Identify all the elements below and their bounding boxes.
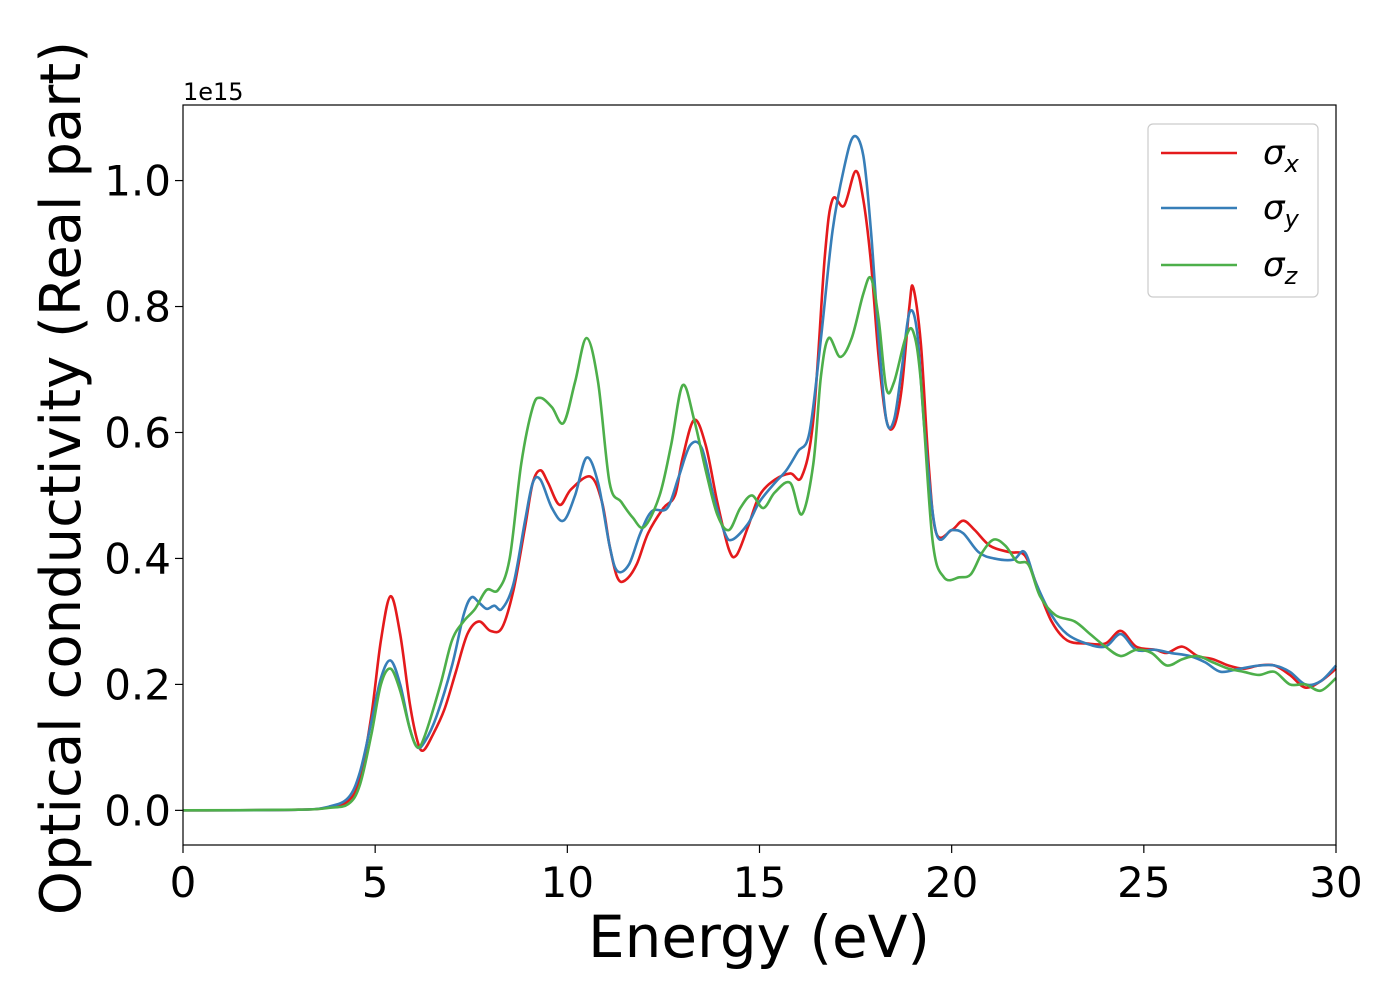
series-line-y [182,134,1337,812]
legend-frame [1147,123,1319,298]
y-tick-label: 0.4 [104,534,171,583]
y-axis-label: Optical conductivity (Real part) [29,41,94,915]
legend-label-x: σx [1263,133,1300,178]
x-tick-label: 0 [170,858,197,907]
y-tick-label: 0.8 [104,283,171,332]
series-line-x [182,169,1337,812]
x-tick-label: 20 [925,858,978,907]
x-axis-ticks: 0 5 10 15 20 25 30 [170,845,1363,907]
axes-background [183,105,1336,845]
y-tick-label: 0.0 [104,786,171,835]
legend: σx σy σz [1147,123,1319,298]
series-group [182,134,1337,812]
y-tick-label: 0.2 [104,660,171,709]
x-tick-label: 30 [1309,858,1362,907]
legend-label-y: σy [1263,188,1300,233]
y-tick-label: 1.0 [104,157,171,206]
x-tick-label: 5 [362,858,389,907]
y-axis-ticks: 0.0 0.2 0.4 0.6 0.8 1.0 [104,157,183,835]
x-tick-label: 25 [1117,858,1170,907]
series-line-z [182,275,1337,812]
x-tick-label: 15 [733,858,786,907]
y-tick-label: 0.6 [104,408,171,457]
x-axis-label: Energy (eV) [588,903,930,971]
x-tick-label: 10 [541,858,594,907]
plot-area [182,104,1337,846]
y-axis-offset-text: 1e15 [183,78,244,106]
legend-label-z: σz [1263,245,1299,290]
